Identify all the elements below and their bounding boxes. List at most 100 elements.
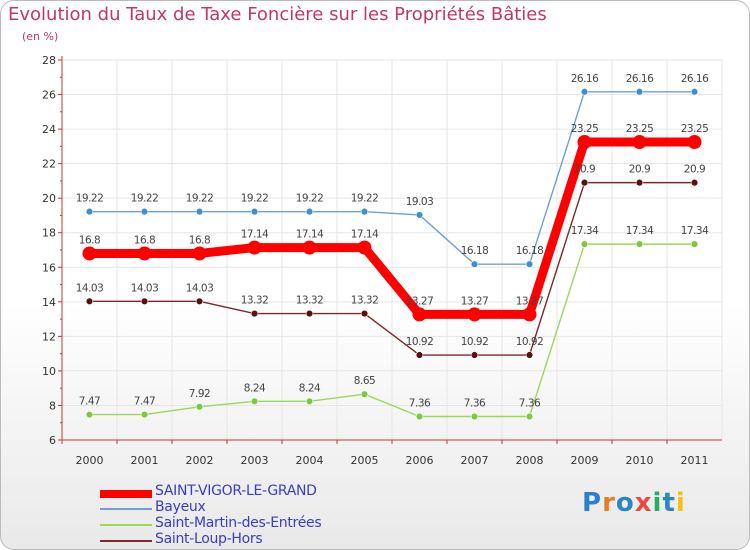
data-point [82,246,97,261]
data-label: 19.22 [296,193,324,205]
data-point [525,260,534,268]
data-point [525,412,534,421]
data-point [305,397,314,406]
y-tick-label: 20 [42,192,56,205]
data-point [140,297,149,305]
data-point [690,88,699,96]
legend-label: Bayeux [155,499,206,515]
data-label: 17.34 [626,225,654,237]
series-line [89,137,695,319]
data-label: 19.22 [76,193,104,205]
data-label: 19.03 [406,196,434,208]
x-tick-label: 2010 [626,454,654,467]
data-point [635,178,644,187]
logo-letter: x [634,488,653,518]
logo-letter: r [602,488,616,518]
data-label: 23.25 [626,123,654,135]
data-label: 14.03 [131,282,159,294]
data-point [580,88,589,96]
y-tick-label: 16 [42,261,56,274]
x-tick-label: 2005 [351,454,379,467]
data-point [195,297,204,305]
data-label: 19.22 [131,193,159,205]
data-label: 13.32 [296,295,324,307]
data-point [577,135,592,150]
logo-letter: t [662,488,676,518]
data-label: 20.9 [574,164,595,176]
data-point [635,240,644,248]
data-label: 17.34 [571,225,599,237]
data-label: 7.92 [189,388,210,400]
data-label: 16.8 [79,234,100,246]
data-point [85,297,94,305]
legend-swatch [100,524,152,526]
data-point [632,135,647,150]
data-label: 16.8 [189,234,210,246]
data-point [687,135,702,150]
data-point [192,246,207,261]
data-label: 20.9 [684,164,705,176]
legend-swatch [100,540,152,542]
data-label: 13.32 [241,295,269,307]
data-point [360,390,369,398]
legend-swatch [100,490,152,498]
data-point [522,307,537,322]
series-line [89,91,695,265]
data-point [85,410,94,419]
data-label: 8.65 [354,375,375,387]
data-label: 17.14 [241,229,269,241]
data-point [247,240,262,255]
data-label: 10.92 [516,336,544,348]
chart-subtitle: (en %) [22,30,59,43]
y-tick-label: 22 [42,158,56,171]
legend-label: Saint-Martin-des-Entrées [155,515,322,531]
data-label: 26.16 [571,73,599,85]
data-point [250,397,259,406]
y-tick-label: 14 [42,296,56,309]
data-point [305,207,314,216]
data-label: 13.27 [406,295,434,307]
data-label: 13.27 [461,295,489,307]
data-label: 7.36 [464,398,486,410]
y-tick-label: 6 [49,434,56,447]
x-tick-label: 2007 [461,454,489,467]
chart-title: Evolution du Taux de Taxe Foncière sur l… [8,4,547,25]
data-point [690,240,699,248]
data-label: 7.36 [409,398,431,410]
x-tick-label: 2000 [76,454,104,467]
data-point [250,309,259,318]
legend-label: Saint-Loup-Hors [155,531,263,547]
data-point [195,403,204,411]
series-line [89,181,695,356]
data-label: 10.92 [406,336,434,348]
y-tick-label: 8 [49,399,56,412]
y-tick-label: 10 [42,365,56,378]
logo-letter: i [652,488,663,518]
data-point [360,207,369,216]
y-tick-label: 12 [42,330,56,343]
logo-letter: o [615,488,635,518]
data-label: 26.16 [626,73,654,85]
legend-label: SAINT-VIGOR-LE-GRAND [155,483,317,499]
data-point [360,309,369,318]
logo-letter: P [582,488,603,518]
data-point [470,260,479,268]
data-label: 17.14 [296,229,324,241]
logo-letter: i [675,488,686,518]
data-point [140,410,149,419]
series-line [89,243,695,418]
data-label: 16.18 [461,245,489,257]
x-tick-label: 2009 [571,454,599,467]
data-label: 10.92 [461,336,489,348]
data-label: 23.25 [571,123,599,135]
x-tick-label: 2004 [296,454,324,467]
y-tick-label: 26 [42,89,56,102]
data-point [690,178,699,187]
data-point [580,178,589,187]
data-point [470,351,479,359]
data-label: 23.25 [681,123,709,135]
x-tick-label: 2002 [186,454,214,467]
data-label: 7.47 [134,396,155,408]
data-point [525,351,534,359]
data-point [470,412,479,421]
